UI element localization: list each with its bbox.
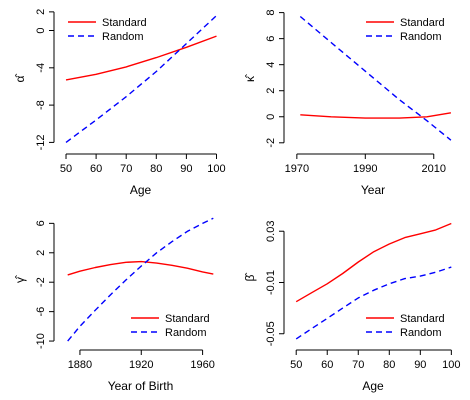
y-tick-label: -12 <box>35 134 47 150</box>
chart-panel-4: 50 60 70 80 90 100 -0.05 -0.01 0.03 Age β̂ Standard… <box>243 221 461 393</box>
y-tick-label: -0.05 <box>265 321 277 346</box>
series-line-standard <box>67 260 214 276</box>
x-tick-label: 70 <box>352 359 364 371</box>
series-line-random <box>67 217 214 342</box>
x-tick-label: 60 <box>321 359 333 371</box>
legend-label: Random <box>165 327 207 339</box>
x-tick-label: 100 <box>442 359 460 371</box>
x-tick-label: 100 <box>207 163 225 175</box>
legend-label: Random <box>400 327 442 339</box>
y-tick-label: -10 <box>35 333 47 349</box>
y-tick-label: -4 <box>35 63 47 73</box>
y-tick-label: 0 <box>265 114 277 120</box>
x-tick-label: 1960 <box>190 359 214 371</box>
legend-label: Random <box>400 31 442 43</box>
y-tick-label: 4 <box>265 62 277 68</box>
x-tick-label: 1880 <box>68 359 92 371</box>
x-tick-label: 80 <box>383 359 395 371</box>
x-tick-label: 80 <box>150 163 162 175</box>
legend-label: Random <box>102 31 144 43</box>
x-tick-label: 50 <box>290 359 302 371</box>
x-tick-label: 2010 <box>422 163 446 175</box>
x-axis-title: Age <box>130 183 152 197</box>
x-tick-label: 90 <box>180 163 192 175</box>
series-line-standard <box>295 222 452 303</box>
x-tick-label: 1920 <box>129 359 153 371</box>
legend-label: Standard <box>400 17 445 29</box>
x-axis-title: Age <box>362 379 384 393</box>
x-tick-label: 50 <box>60 163 72 175</box>
y-axis-title: α̂ <box>13 74 27 83</box>
x-tick-label: 70 <box>120 163 132 175</box>
x-tick-label: 60 <box>90 163 102 175</box>
y-tick-label: 6 <box>35 220 47 226</box>
legend-label: Standard <box>165 313 210 325</box>
chart-panel-2: 1970 1990 2010 -2 0 2 4 6 8 Year κ̂ Standard Random <box>243 10 452 197</box>
y-tick-label: 2 <box>265 88 277 94</box>
x-axis-title: Year of Birth <box>108 379 174 393</box>
x-tick-label: 1990 <box>353 163 377 175</box>
y-tick-label: 0 <box>35 27 47 33</box>
y-axis-title: γ̂ <box>13 275 27 283</box>
chart-panel-3: 1880 1920 1960 -10 -6 -2 2 6 Year of Birth γ̂ Stan… <box>13 217 215 393</box>
series-line-standard <box>300 112 452 119</box>
y-axis-title: β̂ <box>243 273 257 282</box>
legend: Standard Random <box>131 313 210 339</box>
series-line-random <box>295 266 452 340</box>
y-tick-label: -8 <box>35 100 47 110</box>
y-tick-label: 0.03 <box>265 221 277 242</box>
legend-label: Standard <box>102 17 147 29</box>
chart-panel-1: 50 60 70 80 90 100 -12 -8 -4 0 2 Age α̂ Standard Rando… <box>13 9 226 197</box>
legend: Standard Random <box>366 313 445 339</box>
y-tick-label: 2 <box>35 250 47 256</box>
series-line-random <box>299 15 452 141</box>
series-line-standard <box>65 35 217 81</box>
series-line-random <box>65 15 217 143</box>
x-tick-label: 1970 <box>285 163 309 175</box>
x-axis-title: Year <box>361 183 385 197</box>
legend: Standard Random <box>366 17 445 43</box>
legend: Standard Random <box>68 17 147 43</box>
y-tick-label: 6 <box>265 36 277 42</box>
y-tick-label: -0.01 <box>265 270 277 295</box>
y-tick-label: 2 <box>35 9 47 15</box>
x-tick-label: 90 <box>414 359 426 371</box>
y-axis-title: κ̂ <box>243 74 257 82</box>
y-tick-label: -6 <box>35 307 47 317</box>
y-tick-label: -2 <box>265 138 277 148</box>
y-tick-label: -2 <box>35 277 47 287</box>
legend-label: Standard <box>400 313 445 325</box>
y-tick-label: 8 <box>265 10 277 16</box>
